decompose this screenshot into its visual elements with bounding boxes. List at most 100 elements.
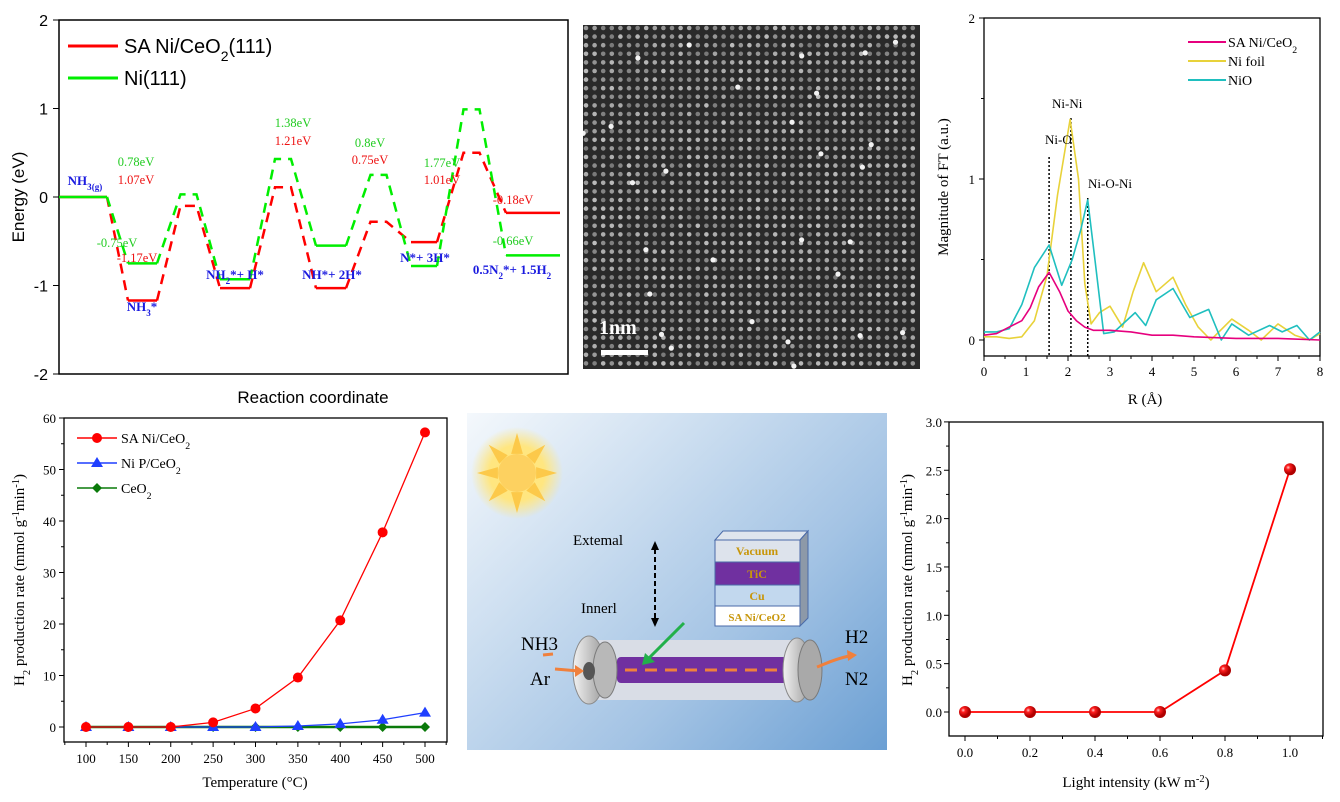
lattice-atom	[661, 163, 666, 168]
lattice-atom	[678, 128, 683, 134]
lattice-atom	[824, 137, 830, 143]
lattice-atom	[841, 300, 847, 306]
lattice-atom	[669, 206, 675, 211]
lattice-atom	[704, 240, 709, 246]
lattice-atom	[755, 51, 761, 57]
lattice-atom	[678, 60, 683, 65]
lattice-atom	[764, 283, 769, 289]
lattice-atom	[686, 223, 692, 229]
lattice-atom	[618, 171, 623, 177]
lattice-atom	[626, 206, 632, 211]
lattice-atom	[884, 283, 890, 289]
lattice-atom	[850, 326, 855, 332]
lattice-atom	[678, 283, 683, 289]
lattice-atom	[858, 214, 864, 220]
x-tick-label: 1.0	[1282, 745, 1298, 760]
lattice-atom	[824, 120, 830, 125]
lattice-atom	[901, 85, 907, 91]
lattice-atom	[901, 146, 907, 151]
lattice-atom	[643, 34, 649, 39]
lattice-atom	[858, 42, 864, 48]
lattice-atom	[764, 352, 769, 358]
lattice-atom	[807, 154, 812, 160]
lattice-atom	[893, 240, 898, 246]
lattice-atom	[729, 111, 735, 117]
lattice-atom	[833, 34, 838, 39]
lattice-atom	[704, 103, 709, 108]
lattice-atom	[652, 309, 658, 315]
lattice-atom	[626, 240, 632, 246]
lattice-atom	[781, 77, 787, 82]
lattice-atom	[747, 111, 752, 117]
lattice-atom	[833, 240, 838, 246]
lattice-atom	[841, 60, 847, 65]
single-atom	[663, 168, 669, 174]
lattice-atom	[833, 197, 838, 203]
lattice-atom	[721, 292, 726, 297]
lattice-atom	[876, 34, 881, 39]
layer-vacuum: Vacuum	[736, 544, 778, 558]
lattice-atom	[738, 361, 744, 366]
lattice-atom	[833, 68, 838, 74]
lattice-atom	[592, 146, 597, 151]
lattice-atom	[790, 51, 795, 57]
lattice-atom	[721, 223, 726, 229]
lattice-atom	[609, 103, 615, 108]
lattice-atom	[876, 163, 881, 168]
lattice-atom	[850, 318, 855, 323]
lattice-atom	[764, 103, 769, 108]
lattice-atom	[661, 60, 666, 65]
lattice-atom	[600, 197, 606, 203]
single-atom	[735, 84, 741, 90]
lattice-atom	[884, 309, 890, 315]
lattice-atom	[738, 137, 744, 143]
lattice-atom	[781, 180, 787, 186]
lattice-atom	[764, 42, 769, 48]
lattice-atom	[876, 77, 881, 82]
lattice-atom	[833, 326, 838, 332]
lattice-atom	[652, 60, 658, 65]
lattice-atom	[798, 68, 804, 74]
lattice-atom	[876, 60, 881, 65]
lattice-atom	[738, 60, 744, 65]
lattice-atom	[824, 51, 830, 57]
lattice-atom	[910, 275, 916, 280]
lattice-atom	[755, 206, 761, 211]
lattice-atom	[669, 128, 675, 134]
legend-marker	[92, 483, 102, 493]
lattice-atom	[635, 85, 640, 91]
scale-bar	[601, 350, 648, 355]
single-atom	[862, 50, 868, 56]
lattice-atom	[781, 103, 787, 108]
y-tick-label: 0	[39, 190, 48, 207]
lattice-atom	[901, 292, 907, 297]
x-tick-label: 1	[1023, 364, 1030, 379]
lattice-atom	[712, 223, 718, 229]
lattice-atom	[841, 232, 847, 237]
lattice-atom	[592, 180, 597, 186]
lattice-atom	[747, 171, 752, 177]
data-point	[377, 527, 388, 538]
lattice-atom	[695, 60, 701, 65]
lattice-atom	[626, 128, 632, 134]
lattice-atom	[704, 232, 709, 237]
lattice-atom	[695, 283, 701, 289]
lattice-atom	[695, 111, 701, 117]
lattice-atom	[721, 335, 726, 340]
lattice-atom	[841, 206, 847, 211]
lattice-atom	[910, 283, 916, 289]
lattice-atom	[764, 275, 769, 280]
lattice-atom	[712, 111, 718, 117]
lattice-atom	[721, 154, 726, 160]
lattice-atom	[600, 266, 606, 272]
sun-ray	[536, 467, 557, 479]
lattice-atom	[600, 343, 606, 349]
lattice-atom	[669, 77, 675, 82]
lattice-atom	[772, 103, 778, 108]
lattice-atom	[790, 103, 795, 108]
lattice-atom	[583, 60, 589, 65]
lattice-atom	[678, 266, 683, 272]
lattice-atom	[678, 206, 683, 211]
lattice-atom	[850, 154, 855, 160]
lattice-atom	[678, 232, 683, 237]
